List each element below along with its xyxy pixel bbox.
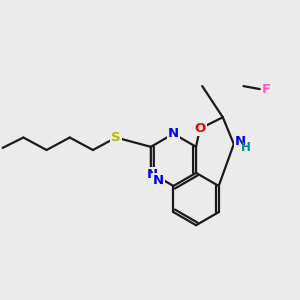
Text: O: O — [194, 122, 206, 135]
Text: N: N — [168, 127, 179, 140]
Text: N: N — [235, 135, 246, 148]
Text: S: S — [111, 131, 121, 144]
Text: F: F — [262, 82, 271, 96]
Text: N: N — [153, 174, 164, 188]
Text: N: N — [147, 168, 158, 181]
Text: H: H — [242, 140, 251, 154]
